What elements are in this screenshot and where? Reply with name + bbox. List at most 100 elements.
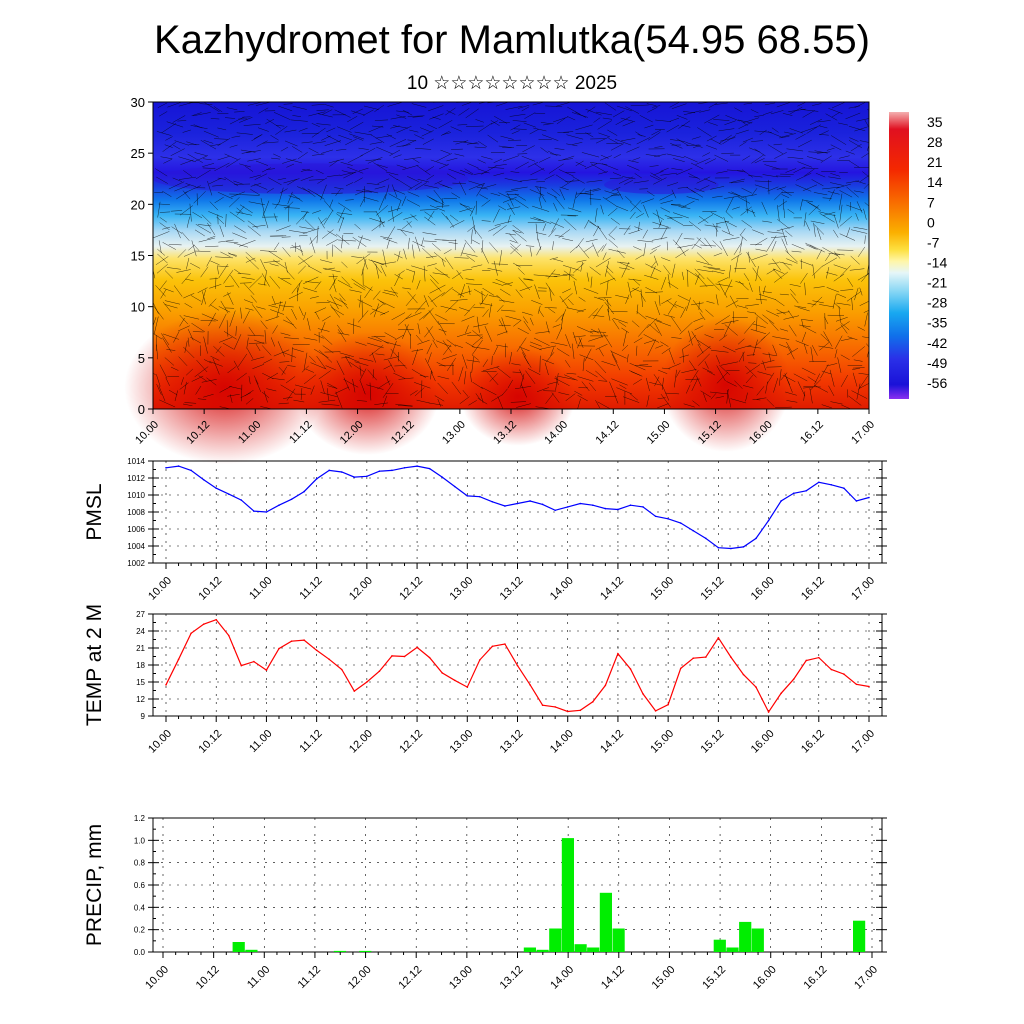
heatmap-ytick-label: 30	[131, 95, 145, 110]
temp-point	[177, 658, 180, 661]
pmsl-point	[566, 506, 569, 508]
y-axis-title: PRECIP, mm	[83, 824, 106, 946]
pmsl-point	[529, 500, 531, 502]
xtick-label: 12.12	[396, 964, 424, 992]
precip-bar	[574, 944, 587, 952]
pmsl-point	[353, 476, 356, 478]
temp-point	[742, 673, 745, 676]
xtick-label: 15.12	[700, 964, 728, 992]
pmsl-point	[855, 500, 858, 502]
ytick-label: 0.2	[134, 926, 146, 935]
colorbar-label: -42	[927, 335, 947, 351]
temp-point	[391, 655, 393, 657]
precip-bar	[359, 950, 372, 952]
temp-point	[642, 693, 644, 695]
xtick-label: 13.12	[498, 728, 526, 756]
ytick-label: 0.6	[134, 881, 146, 890]
temp-point	[328, 658, 330, 661]
temp-point	[441, 672, 443, 674]
xtick-label: 16.00	[751, 964, 779, 992]
temp-point	[278, 647, 280, 650]
precip-bar	[536, 949, 549, 952]
precip-bar	[232, 942, 245, 952]
temp-point	[730, 656, 732, 658]
colorbar-label: 7	[927, 194, 935, 210]
panel-grid	[153, 817, 882, 953]
temp-point	[855, 683, 858, 686]
ytick-label: 0.0	[134, 948, 146, 957]
xtick-label: 10.12	[196, 575, 224, 603]
xtick-label: 13.00	[447, 728, 475, 756]
pmsl-panel: 1002 1004 1006 1008 1010 1012 1014 10.00 10.12 11…	[83, 457, 887, 603]
temp-point	[566, 710, 569, 713]
temp-point	[792, 678, 795, 680]
wind-streaks	[152, 101, 870, 410]
temp-point	[504, 643, 506, 645]
ytick-label: 1.2	[134, 814, 146, 823]
temp-point	[817, 656, 820, 659]
precip-bar	[587, 947, 600, 952]
temp-point	[491, 645, 494, 648]
pmsl-point	[303, 490, 305, 493]
ytick-label: 9	[141, 712, 146, 721]
temp-point	[165, 684, 167, 686]
colorbar-label: 0	[927, 214, 935, 230]
pmsl-point	[340, 471, 343, 473]
precip-panel: 0.0 0.2 0.4 0.6 0.8 1.0 1.2 10.00 10.12 11.00 11.1…	[83, 814, 887, 992]
precip-bar	[713, 939, 726, 952]
pmsl-point	[592, 504, 594, 507]
temp-point	[366, 681, 368, 683]
xtick-label: 10.00	[146, 575, 174, 603]
temp-point	[190, 632, 192, 635]
temp-point	[805, 659, 808, 662]
temp-point	[604, 684, 607, 687]
ytick-label: 24	[136, 627, 145, 636]
pmsl-point	[403, 467, 406, 469]
temp-point	[529, 684, 531, 686]
xtick-label: 16.12	[802, 964, 830, 992]
xtick-label: 14.12	[598, 728, 626, 756]
xtick-label: 11.00	[247, 575, 274, 602]
pmsl-point	[830, 484, 833, 486]
pmsl-point	[843, 487, 845, 490]
pmsl-point	[717, 546, 720, 549]
xtick-label: 12.00	[347, 728, 375, 756]
pmsl-point	[805, 489, 808, 492]
pmsl-point	[215, 487, 218, 490]
pmsl-point	[227, 493, 230, 495]
temp-point	[516, 664, 519, 667]
temp-point	[767, 711, 770, 713]
heatmap-ytick-label: 0	[138, 402, 145, 417]
ytick-label: 1004	[127, 542, 145, 551]
pmsl-point	[679, 522, 682, 524]
colorbar-label: -35	[927, 315, 947, 331]
temp-panel: 9 12 15 18 21 24 27 10.00 10.12 11.00 11.12 12.00 12…	[83, 604, 887, 756]
colorbar-label: -49	[927, 355, 947, 371]
pmsl-point	[755, 537, 757, 540]
pmsl-point	[692, 529, 695, 532]
xtick-label: 12.00	[346, 964, 374, 992]
ytick-label: 27	[136, 610, 145, 619]
temp-point	[466, 686, 469, 688]
xtick-label: 16.12	[799, 728, 827, 756]
precip-bar	[523, 947, 536, 952]
temp-point	[654, 710, 657, 712]
temp-point	[215, 618, 218, 621]
pmsl-point	[604, 507, 607, 510]
wind-vectors	[152, 101, 870, 410]
pmsl-point	[278, 504, 280, 507]
xtick-label: 10.00	[146, 728, 174, 756]
pmsl-point	[240, 499, 243, 501]
precip-bar	[612, 928, 625, 952]
pmsl-point	[328, 469, 330, 472]
pmsl-point	[466, 495, 469, 497]
xtick-label: 16.12	[799, 575, 827, 603]
colorbar-label: -7	[927, 234, 940, 250]
xtick-label: 17.00	[852, 964, 880, 992]
xtick-label: 14.00	[548, 964, 576, 992]
xtick-label: 14.12	[598, 575, 626, 603]
pmsl-point	[730, 547, 732, 550]
temp-point	[679, 667, 682, 670]
heatmap-ytick-label: 15	[131, 249, 145, 264]
colorbar-label: -14	[927, 255, 947, 271]
